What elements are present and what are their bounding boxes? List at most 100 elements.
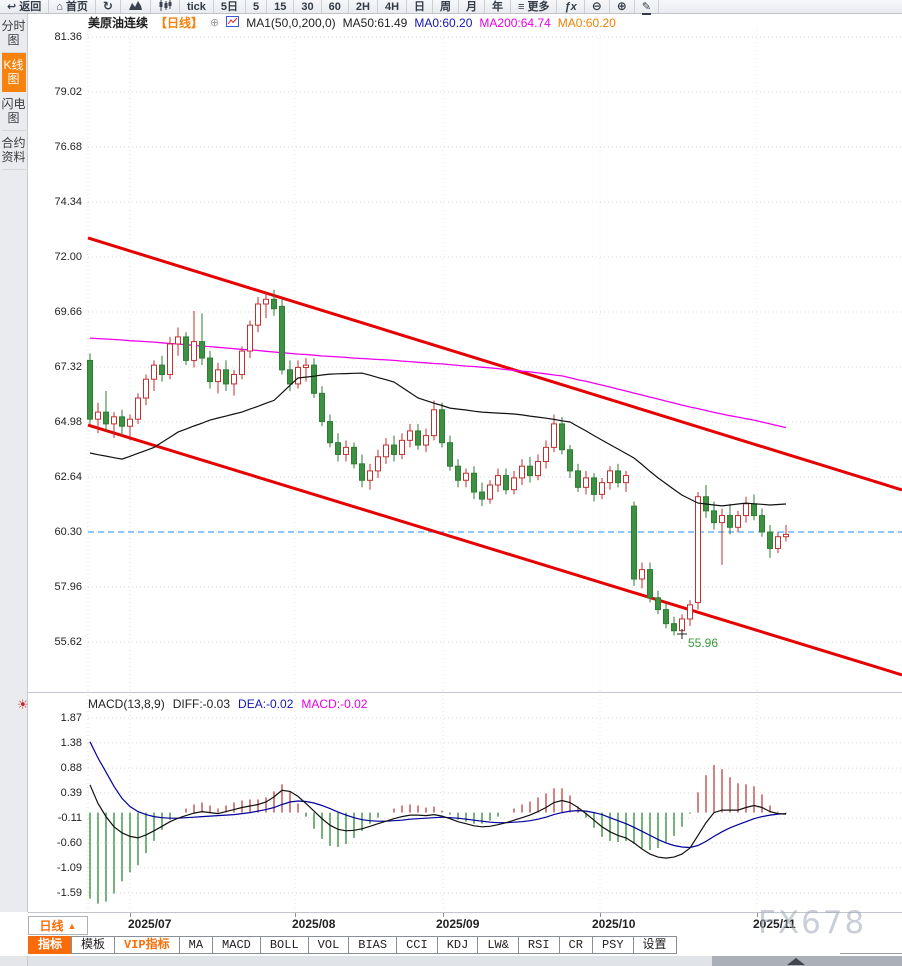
axis-tick xyxy=(600,913,601,917)
macd-tick-label: -0.11 xyxy=(57,812,82,825)
macd-hist-value: MACD:-0.02 xyxy=(301,697,368,711)
tab-LW&[interactable]: LW& xyxy=(477,936,519,954)
ma200-value: MA200:64.74 xyxy=(479,15,551,30)
toolbar-button-15[interactable]: 15 xyxy=(267,0,295,13)
tab-PSY[interactable]: PSY xyxy=(591,936,634,954)
axis-tick xyxy=(295,913,296,917)
zoom-out-icon: ⊖ xyxy=(591,0,602,13)
toolbar-button-2H[interactable]: 2H xyxy=(349,0,378,13)
tab-VOL[interactable]: VOL xyxy=(307,936,350,954)
tab-CCI[interactable]: CCI xyxy=(396,936,438,954)
price-chart-canvas[interactable] xyxy=(28,30,902,692)
ma0-value-blue: MA0:60.20 xyxy=(414,15,473,30)
price-tick-label: 62.64 xyxy=(54,471,82,483)
fx-icon: ƒx xyxy=(564,0,577,13)
toolbar-button-日[interactable]: 日 xyxy=(407,0,434,13)
chevron-up-icon: ▲ xyxy=(67,920,77,931)
ma50-value: MA50:61.49 xyxy=(342,15,408,30)
price-tick-label: 64.98 xyxy=(54,416,82,428)
toolbar-button-candlestick-chart[interactable] xyxy=(151,0,180,13)
toolbar-button-更多[interactable]: ≡ 更多 xyxy=(511,0,558,13)
axis-tick xyxy=(757,913,758,917)
tab-模板[interactable]: 模板 xyxy=(71,936,116,954)
price-tick-label: 67.32 xyxy=(54,361,82,373)
toolbar-button-周[interactable]: 周 xyxy=(433,0,460,13)
draw-pencil-icon: ✎ xyxy=(641,0,652,15)
tab-RSI[interactable]: RSI xyxy=(517,936,560,954)
candlestick-chart-icon xyxy=(158,0,172,14)
expand-panel-arrow[interactable] xyxy=(787,958,805,965)
macd-definition: MACD(13,8,9) xyxy=(88,697,165,711)
tab-MACD[interactable]: MACD xyxy=(212,936,261,954)
date-label: 2025/11 xyxy=(753,917,796,931)
toolbar-button-5[interactable]: 5 xyxy=(246,0,268,13)
macd-chart-canvas[interactable] xyxy=(28,695,902,910)
mini-chart-icon xyxy=(226,15,240,30)
sidebar-item-闪电图[interactable]: 闪电图 xyxy=(1,92,26,131)
price-tick-label: 69.66 xyxy=(54,306,82,318)
tab-VIP指标[interactable]: VIP指标 xyxy=(114,936,180,954)
price-tick-label: 60.30 xyxy=(54,526,82,538)
horizontal-scrollbar xyxy=(0,956,902,966)
toolbar-button-mountain-chart[interactable] xyxy=(121,0,151,13)
toolbar-button-首页[interactable]: ⌂ 首页 xyxy=(49,0,96,13)
date-label: 2025/10 xyxy=(592,917,636,931)
toolbar-button-zoom-out[interactable]: ⊖ xyxy=(585,0,610,13)
toolbar-button-30[interactable]: 30 xyxy=(294,0,322,13)
toolbar-button-fx[interactable]: ƒx xyxy=(557,0,585,13)
macd-tick-label: -0.60 xyxy=(56,836,82,849)
tab-指标[interactable]: 指标 xyxy=(28,936,73,954)
sidebar-item-合约资料[interactable]: 合约资料 xyxy=(1,131,26,170)
toolbar-button-5日[interactable]: 5日 xyxy=(214,0,247,13)
tab-CR[interactable]: CR xyxy=(558,936,593,954)
toolbar-button-4H[interactable]: 4H xyxy=(378,0,408,13)
toolbar-button-tick[interactable]: tick xyxy=(180,0,214,13)
price-tick-label: 76.68 xyxy=(54,141,82,153)
scrollbar-corner xyxy=(0,956,28,966)
macd-tick-label: 1.87 xyxy=(60,712,82,724)
axis-tick xyxy=(443,913,444,917)
toolbar-button-zoom-in[interactable]: ⊕ xyxy=(610,0,635,13)
left-sidebar: 分时图 K线图 闪电图 合约资料 xyxy=(0,14,28,912)
chart-title-bar: 美原油连续 【日线】 ⊕ MA1(50,0,200,0) MA50:61.49 … xyxy=(88,15,616,30)
toolbar-button-draw-pencil[interactable]: ✎ xyxy=(635,0,660,15)
ma-definition: MA1(50,0,200,0) xyxy=(246,15,336,30)
macd-header: MACD(13,8,9) DIFF:-0.03 DEA:-0.02 MACD:-… xyxy=(88,697,367,711)
macd-tick-label: -1.09 xyxy=(56,861,82,874)
macd-tick-label: 0.88 xyxy=(60,762,82,775)
menu-icon: ≡ xyxy=(518,0,525,13)
date-label: 2025/09 xyxy=(436,917,480,931)
price-tick-label: 72.00 xyxy=(54,251,82,263)
period-label: 【日线】 xyxy=(155,16,204,30)
toolbar-button-月[interactable]: 月 xyxy=(459,0,486,13)
scrollbar-track[interactable] xyxy=(28,956,902,966)
tab-bar-underline xyxy=(840,953,902,954)
toolbar-button-返回[interactable]: ↩ 返回 xyxy=(0,0,50,13)
sidebar-item-分时图[interactable]: 分时图 xyxy=(1,14,26,53)
toolbar-button-60[interactable]: 60 xyxy=(322,0,349,13)
tab-BIAS[interactable]: BIAS xyxy=(348,936,398,954)
toolbar-button-年[interactable]: 年 xyxy=(485,0,512,13)
indicator-settings-sun-icon[interactable]: ☀ xyxy=(17,697,29,712)
symbol-name: 美原油连续 xyxy=(88,16,149,30)
watermark: FX678 xyxy=(758,905,867,941)
home-icon: ⌂ xyxy=(56,0,63,13)
toolbar-button-refresh[interactable]: ↻ xyxy=(96,0,121,13)
axis-tick xyxy=(130,913,131,917)
macd-dea-value: DEA:-0.02 xyxy=(238,697,294,711)
refresh-icon: ↻ xyxy=(102,0,113,13)
tab-BOLL[interactable]: BOLL xyxy=(259,936,309,954)
macd-tick-label: 0.39 xyxy=(60,786,82,799)
sidebar-item-K线图[interactable]: K线图 xyxy=(1,53,26,92)
tab-MA[interactable]: MA xyxy=(178,936,214,954)
scrollbar-handle[interactable] xyxy=(712,956,902,966)
period-selector[interactable]: 日线 ▲ xyxy=(28,916,88,935)
price-tick-label: 79.02 xyxy=(54,86,82,98)
macd-tick-label: 1.38 xyxy=(60,736,82,749)
tab-设置[interactable]: 设置 xyxy=(632,936,677,954)
tab-KDJ[interactable]: KDJ xyxy=(436,936,479,954)
add-indicator-icon[interactable]: ⊕ xyxy=(210,17,220,29)
mountain-chart-icon xyxy=(128,0,143,14)
price-tick-label: 55.62 xyxy=(54,636,82,648)
